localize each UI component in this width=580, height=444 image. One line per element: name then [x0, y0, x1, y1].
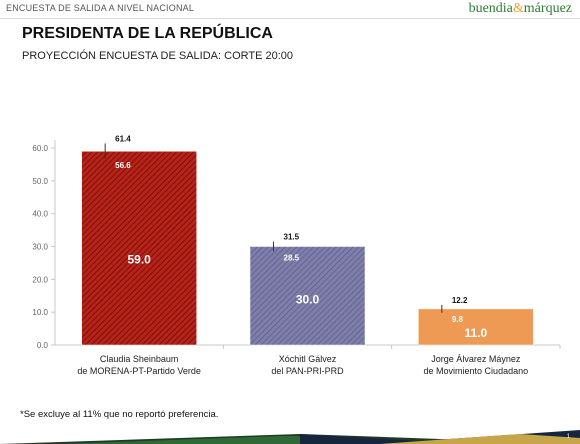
ci-lower-label: 56.6: [115, 161, 131, 170]
y-tick-label: 10.0: [32, 308, 48, 317]
page-subtitle: PROYECCIÓN ENCUESTA DE SALIDA: CORTE 20:…: [22, 50, 294, 62]
x-category-label: de Movimiento Ciudadano: [424, 366, 529, 376]
x-category-label: del PAN-PRI-PRD: [271, 366, 344, 376]
bar-value-label: 59.0: [127, 253, 151, 267]
brand-amp: &: [512, 1, 524, 16]
x-category-label: de MORENA-PT-Partido Verde: [77, 366, 201, 376]
y-tick-label: 60.0: [32, 144, 48, 153]
y-tick-label: 40.0: [32, 210, 48, 219]
brand-logo: buendia&márquez: [469, 1, 572, 17]
page-title: PRESIDENTA DE LA REPÚBLICA: [22, 25, 273, 42]
page-number: 1: [566, 434, 570, 440]
bar: [81, 151, 197, 346]
bar-value-label: 30.0: [296, 293, 320, 307]
y-tick-label: 0.0: [37, 341, 49, 350]
ci-lower-label: 28.5: [284, 253, 300, 262]
ci-upper-label: 31.5: [284, 233, 300, 242]
bar: [249, 246, 366, 346]
x-category-label: Claudia Sheinbaum: [100, 354, 179, 364]
brand-part2: márquez: [523, 1, 572, 16]
ci-lower-label: 9.8: [452, 315, 464, 324]
y-tick-label: 50.0: [32, 177, 48, 186]
y-tick-label: 20.0: [32, 275, 48, 284]
top-bar: ENCUESTA DE SALIDA A NIVEL NACIONAL buen…: [0, 0, 580, 18]
bar-value-label: 11.0: [464, 326, 487, 340]
bar: [418, 308, 534, 346]
ci-upper-label: 61.4: [115, 134, 131, 143]
x-category-label: Xóchitl Gálvez: [279, 354, 337, 364]
footnote: *Se excluye al 11% que no reportó prefer…: [20, 409, 219, 420]
header-divider: [0, 18, 580, 19]
x-category-label: Jorge Álvarez Máynez: [431, 354, 521, 364]
footer-banner: [0, 430, 580, 444]
ci-upper-label: 12.2: [452, 296, 468, 305]
header-label: ENCUESTA DE SALIDA A NIVEL NACIONAL: [6, 3, 195, 13]
brand-part1: buendia: [468, 1, 513, 16]
y-tick-label: 30.0: [32, 243, 48, 252]
